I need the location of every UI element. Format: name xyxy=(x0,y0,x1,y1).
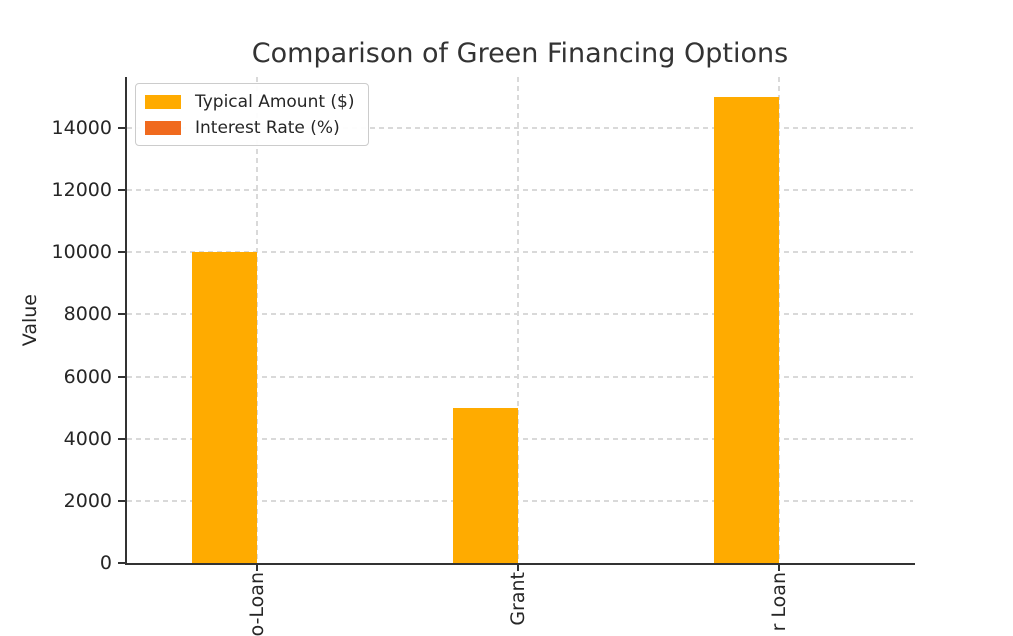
x-tick-mark xyxy=(256,565,258,571)
x-tick-mark xyxy=(517,565,519,571)
legend-swatch-icon xyxy=(145,120,181,135)
y-tick-mark xyxy=(118,189,125,192)
x-tick-mark xyxy=(778,565,780,571)
horizontal-gridline xyxy=(127,189,913,192)
y-tick-label: 6000 xyxy=(63,365,112,388)
y-tick-mark xyxy=(118,437,125,440)
horizontal-gridline xyxy=(127,313,913,316)
y-tick-label: 12000 xyxy=(51,179,112,202)
y-tick-mark xyxy=(118,562,125,564)
y-tick-label: 8000 xyxy=(63,303,112,326)
y-axis-spine xyxy=(125,77,127,565)
y-tick-label: 4000 xyxy=(63,427,112,450)
legend-swatch-icon xyxy=(145,94,181,109)
y-tick-mark xyxy=(118,251,125,254)
legend-label: Typical Amount ($) xyxy=(195,91,355,112)
y-tick-mark xyxy=(118,375,125,378)
horizontal-gridline xyxy=(127,126,913,129)
x-tick-label: Grant xyxy=(507,572,529,626)
y-tick-mark xyxy=(118,499,125,502)
vertical-gridline xyxy=(778,77,780,563)
y-tick-mark xyxy=(118,313,125,316)
horizontal-gridline xyxy=(127,375,913,378)
x-axis-spine xyxy=(125,563,915,565)
vertical-gridline xyxy=(517,77,519,563)
bar xyxy=(453,407,518,563)
vertical-gridline xyxy=(256,77,258,563)
legend-entry: Interest Rate (%) xyxy=(145,116,355,139)
plot-area: 0 2000 4000 6000 8000 10000 12000 14000 o-Loan Gr… xyxy=(52,77,915,636)
y-tick-label: 0 xyxy=(99,552,112,574)
legend-label: Interest Rate (%) xyxy=(195,117,340,138)
chart-title: Comparison of Green Financing Options xyxy=(251,38,789,69)
y-tick-label: 2000 xyxy=(63,489,112,512)
y-tick-label: 10000 xyxy=(51,241,112,264)
y-tick-label: 14000 xyxy=(51,116,112,139)
horizontal-gridline xyxy=(127,251,913,254)
horizontal-gridline xyxy=(127,437,913,440)
bar xyxy=(192,252,257,563)
legend-entry: Typical Amount ($) xyxy=(145,90,355,113)
bar xyxy=(714,96,779,563)
x-tick-label: r Loan xyxy=(768,572,790,632)
horizontal-gridline xyxy=(127,499,913,502)
legend: Typical Amount ($) Interest Rate (%) xyxy=(135,83,369,146)
y-tick-mark xyxy=(118,126,125,129)
x-tick-label: o-Loan xyxy=(246,572,268,636)
